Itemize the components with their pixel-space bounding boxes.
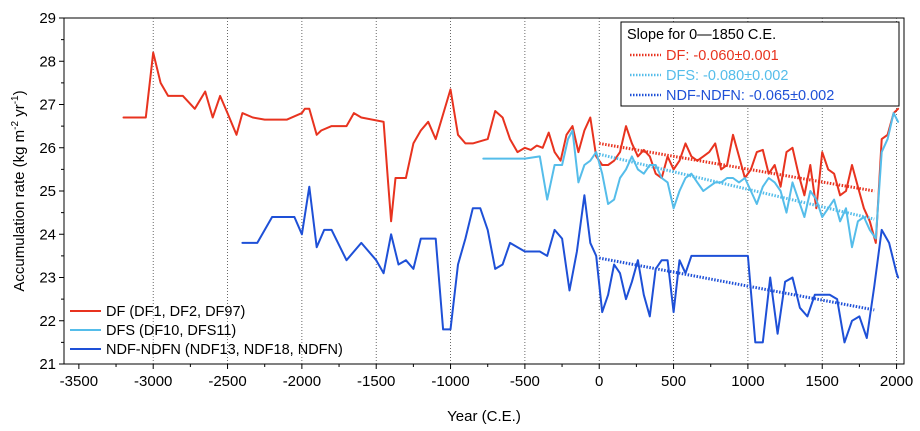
x-tick-label: 0 — [595, 373, 603, 390]
series-line-df — [122, 51, 900, 244]
x-tick-label: -500 — [510, 373, 540, 390]
x-axis: -3500 -3000 -2500 -2000 -1500 -1000 -500 0 500 10… — [60, 364, 913, 390]
legend-label-ndf: NDF-NDFN (NDF13, NDF18, NDFN) — [106, 342, 343, 358]
y-tick-label: 22 — [39, 313, 56, 330]
legend-label-dfs: DFS (DF10, DFS11) — [106, 323, 236, 339]
x-tick-label: -1500 — [357, 373, 395, 390]
y-axis: 21 22 23 24 25 26 27 28 29 — [39, 10, 64, 373]
x-tick-label: -1000 — [431, 373, 469, 390]
y-axis-title-mid: yr — [11, 104, 28, 121]
x-tick-label: 2000 — [880, 373, 913, 390]
y-axis-title-main: Accumulation rate (kg m — [11, 130, 28, 292]
y-axis-title-sup-time: -1 — [10, 95, 21, 104]
y-tick-label: 25 — [39, 183, 56, 200]
trend-line-dfs — [598, 152, 875, 221]
x-tick-label: 500 — [661, 373, 686, 390]
y-tick-label: 24 — [39, 226, 56, 243]
legend-label-df: DF (DF1, DF2, DF97) — [106, 304, 245, 320]
y-axis-title: Accumulation rate (kg m-2 yr-1) — [10, 90, 28, 291]
y-tick-label: 27 — [39, 97, 56, 114]
slope-label-ndf: NDF-NDFN: -0.065±0.002 — [666, 88, 834, 104]
y-axis-title-sup-area: -2 — [10, 121, 21, 130]
trend-line-ndf-ndfn — [598, 256, 875, 312]
x-tick-label: -3000 — [134, 373, 172, 390]
series-line-ndf-ndfn — [241, 185, 900, 344]
x-tick-label: 1000 — [731, 373, 764, 390]
series-layer — [122, 51, 900, 344]
x-tick-label: -2000 — [283, 373, 321, 390]
y-tick-label: 28 — [39, 53, 56, 70]
slope-box: Slope for 0—1850 C.E. DF: -0.060±0.001 D… — [620, 21, 900, 107]
slope-box-title: Slope for 0—1850 C.E. — [627, 27, 776, 43]
y-tick-label: 21 — [39, 356, 56, 373]
x-tick-label: -3500 — [60, 373, 98, 390]
legend: DF (DF1, DF2, DF97) DFS (DF10, DFS11) ND… — [70, 304, 343, 358]
x-tick-label: -2500 — [208, 373, 246, 390]
y-tick-label: 26 — [39, 140, 56, 157]
slope-label-dfs: DFS: -0.080±0.002 — [666, 68, 788, 84]
y-tick-label: 23 — [39, 270, 56, 287]
slope-box-frame — [620, 21, 900, 107]
y-tick-label: 29 — [39, 10, 56, 27]
slope-label-df: DF: -0.060±0.001 — [666, 48, 779, 64]
x-axis-title: Year (C.E.) — [447, 408, 521, 425]
trend-layer — [598, 141, 875, 312]
series-line-dfs — [482, 112, 900, 249]
y-axis-title-end: ) — [11, 90, 28, 95]
x-tick-label: 1500 — [806, 373, 839, 390]
